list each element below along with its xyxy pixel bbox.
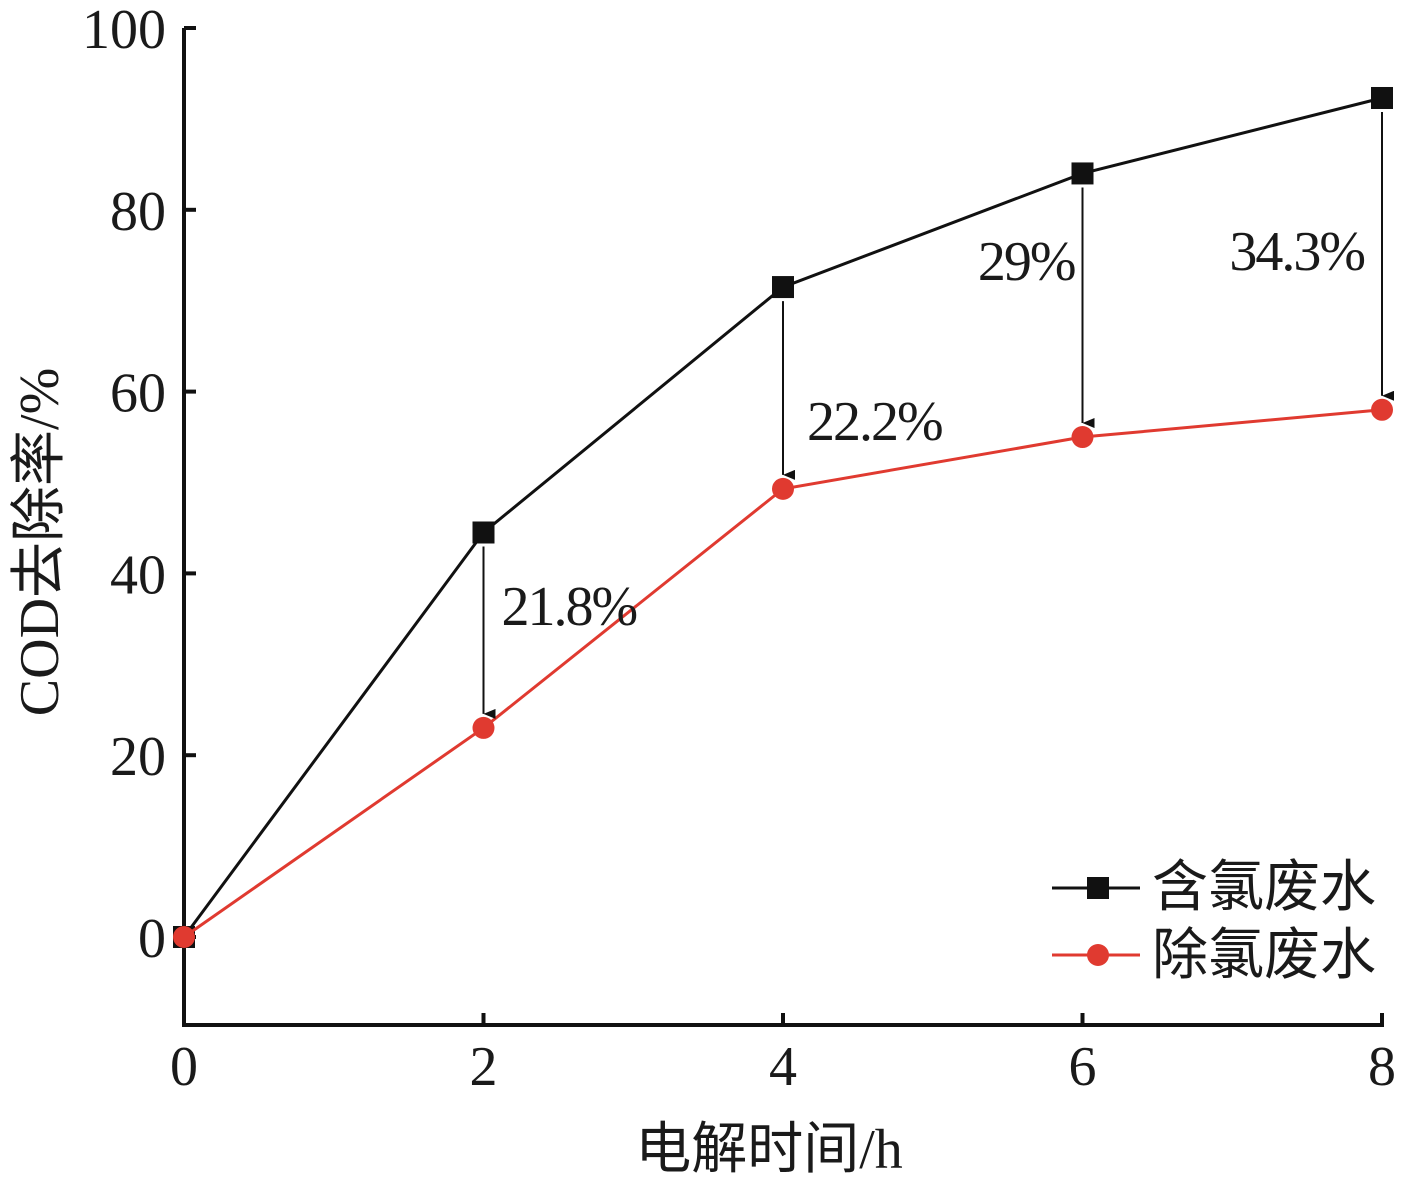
data-point-square: [472, 521, 495, 544]
data-point-circle: [1071, 426, 1094, 449]
y-ticks: 0 20 40 60 80 100: [82, 0, 196, 970]
difference-label: 22.2%: [807, 391, 942, 453]
y-axis-title: COD去除率/%: [9, 368, 71, 716]
x-tick-label: 0: [170, 1036, 198, 1098]
legend-item-chlorinated: 含氯废水: [1052, 857, 1376, 919]
y-tick-label: 40: [110, 544, 166, 606]
annotation-layer: 21.8% 22.2% 29% 34.3%: [482, 111, 1394, 719]
y-tick-label: 0: [138, 908, 166, 970]
legend-label-dechlorinated: 除氯废水: [1152, 925, 1376, 987]
legend-marker-circle: [1087, 944, 1109, 966]
data-point-circle: [173, 926, 195, 948]
data-point-circle: [472, 716, 495, 739]
legend-label-chlorinated: 含氯废水: [1152, 857, 1376, 919]
x-axis-title: 电解时间/h: [635, 1119, 903, 1181]
difference-label: 34.3%: [1229, 221, 1364, 283]
legend-item-dechlorinated: 除氯废水: [1052, 925, 1376, 987]
x-tick-label: 2: [470, 1036, 498, 1098]
x-ticks: 0 2 4 6 8: [170, 1013, 1396, 1098]
series-1: [173, 398, 1393, 948]
series-layer: [173, 86, 1393, 948]
series-0: [173, 86, 1393, 948]
x-tick-label: 6: [1069, 1036, 1097, 1098]
y-tick-label: 60: [110, 363, 166, 425]
data-point-square: [1071, 162, 1094, 185]
x-tick-label: 8: [1368, 1036, 1396, 1098]
y-tick-label: 100: [82, 0, 166, 61]
y-tick-label: 80: [110, 181, 166, 243]
data-point-circle: [772, 477, 794, 500]
data-point-circle: [1371, 398, 1393, 421]
data-point-square: [772, 276, 794, 299]
difference-label: 21.8%: [502, 576, 637, 638]
legend-marker-square: [1087, 877, 1109, 899]
legend: 含氯废水 除氯废水: [1052, 857, 1376, 987]
data-point-square: [1371, 86, 1393, 109]
difference-label: 29%: [978, 231, 1075, 293]
y-tick-label: 20: [110, 726, 166, 788]
x-tick-label: 4: [769, 1036, 797, 1098]
